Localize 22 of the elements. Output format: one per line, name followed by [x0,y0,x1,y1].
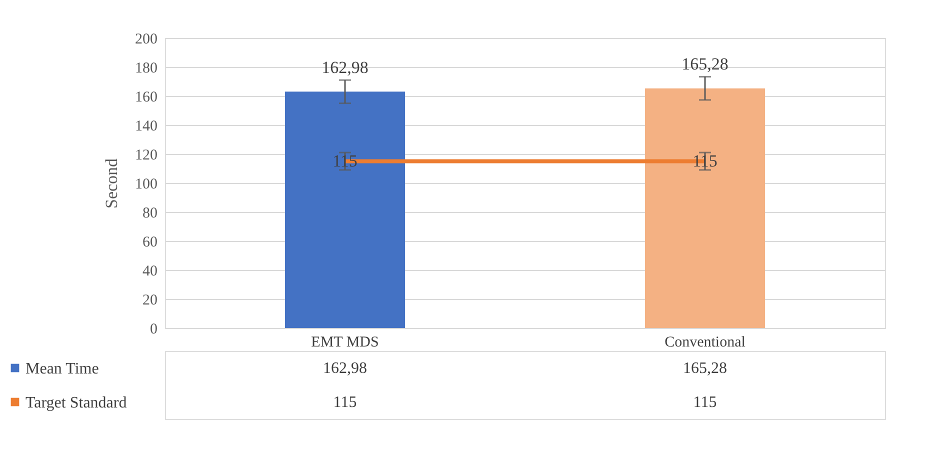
y-tick-label: 200 [135,32,158,48]
data-label: 162,98 [323,360,367,377]
text: 165,28 [682,54,728,74]
y-tick-label: 100 [135,176,158,192]
y-tick-label: 160 [135,90,158,106]
y-axis-title: Second [102,158,121,209]
y-tick-label: 60 [142,234,158,250]
legend-label: Target Standard [26,394,127,412]
x-tick-label: Conventional [664,334,746,350]
data-label: 115 [693,394,717,411]
y-tick-label: 120 [135,148,158,164]
text: 162,98 [322,58,368,78]
y-tick-label: 20 [142,292,158,308]
y-tick-label: 140 [135,118,158,134]
y-tick-label: 40 [142,264,158,280]
x-tick-label: EMT MDS [311,334,379,350]
y-tick-label: 180 [135,60,158,76]
data-label: 115 [333,394,357,411]
y-tick-label: 0 [150,322,158,338]
data-label: 165,28 [683,360,727,377]
y-tick-label: 80 [142,206,158,222]
legend-label: Mean Time [26,360,99,378]
